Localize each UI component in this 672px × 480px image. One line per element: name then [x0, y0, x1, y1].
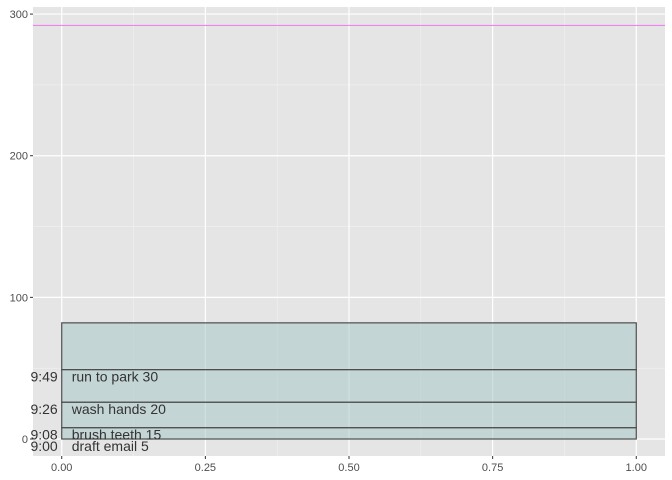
y-tick-label: 0 [22, 434, 28, 446]
segment-time-label: 9:08 [30, 427, 57, 443]
stacked-segments [61, 322, 637, 440]
x-tick-label: 0.75 [482, 462, 503, 474]
x-tick-label: 0.25 [195, 462, 216, 474]
x-tick-label: 0.00 [51, 462, 72, 474]
segment-label: brush teeth 15 [72, 427, 162, 443]
x-tick-label: 0.50 [338, 462, 359, 474]
segment-label: draft email 5 [72, 438, 149, 454]
x-axis: 0.00 0.25 0.50 0.75 1.00 [51, 456, 647, 474]
y-axis: 0 100 200 300 [10, 9, 33, 446]
segment-label: wash hands 20 [71, 401, 166, 417]
segment-label: run to park 30 [72, 369, 159, 385]
y-tick-label: 300 [10, 9, 28, 21]
y-tick-label: 100 [10, 292, 28, 304]
x-tick-label: 1.00 [626, 462, 647, 474]
segment-labels: draft email 5 9:00 brush teeth 15 9:08 wash … [30, 369, 166, 454]
y-tick-label: 200 [10, 151, 28, 163]
segment-bar [61, 322, 637, 371]
segment-time-label: 9:49 [30, 369, 57, 385]
segment-time-label: 9:26 [30, 401, 57, 417]
segment-time-label: 9:00 [30, 438, 57, 454]
